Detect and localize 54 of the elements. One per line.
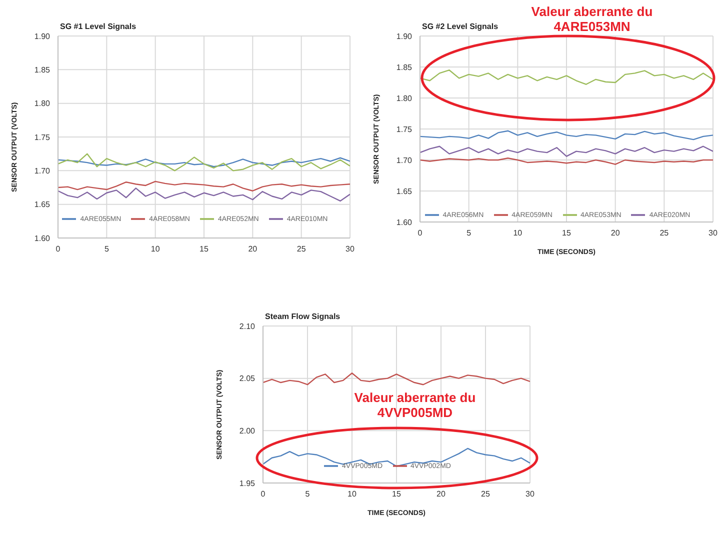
- y-tick-label: 2.10: [239, 322, 256, 331]
- x-tick-label: 30: [526, 490, 535, 499]
- line-series: [58, 153, 350, 172]
- y-tick-label: 2.05: [239, 374, 256, 384]
- x-tick-label: 30: [346, 244, 355, 254]
- chart-title: SG #1 Level Signals: [60, 22, 136, 31]
- x-tick-label: 0: [56, 244, 61, 254]
- y-tick-label: 1.80: [396, 94, 413, 103]
- x-tick-label: 20: [248, 244, 258, 254]
- y-tick-label: 1.70: [396, 156, 413, 165]
- y-tick-label: 1.60: [396, 218, 413, 227]
- x-tick-label: 10: [348, 490, 357, 499]
- y-tick-label: 1.65: [34, 200, 51, 210]
- x-tick-label: 10: [150, 244, 160, 254]
- x-tick-label: 30: [708, 228, 718, 238]
- y-tick-label: 1.80: [34, 99, 51, 108]
- y-tick-label: 1.75: [396, 124, 413, 134]
- x-tick-label: 15: [562, 228, 572, 238]
- x-tick-label: 20: [436, 490, 446, 499]
- annotation: Valeur aberrante du 4VVP005MD: [353, 390, 477, 420]
- x-tick-label: 25: [660, 228, 670, 238]
- text: Valeur aberrante du 4ARE053MN: [531, 4, 653, 34]
- y-tick-label: 1.90: [396, 32, 413, 41]
- y-tick-label: 2.00: [239, 426, 256, 436]
- line-series: [420, 130, 713, 140]
- line-series: [263, 372, 530, 386]
- y-tick-label: 1.85: [34, 66, 51, 75]
- x-tick-label: 5: [466, 228, 472, 238]
- line-series: [420, 70, 713, 85]
- x-tick-label: 15: [392, 490, 402, 499]
- x-tick-label: 5: [104, 244, 110, 254]
- y-tick-label: 1.85: [396, 62, 413, 72]
- x-tick-label: 15: [200, 244, 209, 254]
- y-tick-label: 1.65: [396, 186, 413, 196]
- y-tick-label: 1.60: [34, 234, 51, 243]
- line-series: [58, 188, 350, 202]
- x-tick-label: 0: [418, 228, 423, 238]
- line-series: [420, 146, 713, 157]
- x-tick-label: 10: [513, 228, 523, 238]
- x-tick-label: 5: [305, 490, 310, 499]
- y-tick-label: 1.75: [34, 132, 51, 142]
- line-series: [58, 180, 350, 192]
- x-tick-label: 20: [610, 228, 620, 238]
- chart-title: Steam Flow Signals: [265, 312, 340, 321]
- y-tick-label: 1.95: [239, 478, 256, 488]
- x-tick-label: 25: [481, 490, 490, 499]
- y-tick-label: 1.70: [34, 166, 51, 176]
- line-series: [263, 448, 530, 467]
- x-tick-label: 0: [260, 490, 266, 499]
- x-tick-label: 25: [296, 244, 306, 254]
- line-series: [420, 158, 713, 165]
- chart-title: SG #2 Level Signals: [422, 22, 498, 31]
- line-series: [58, 157, 350, 168]
- y-tick-label: 1.90: [34, 32, 51, 41]
